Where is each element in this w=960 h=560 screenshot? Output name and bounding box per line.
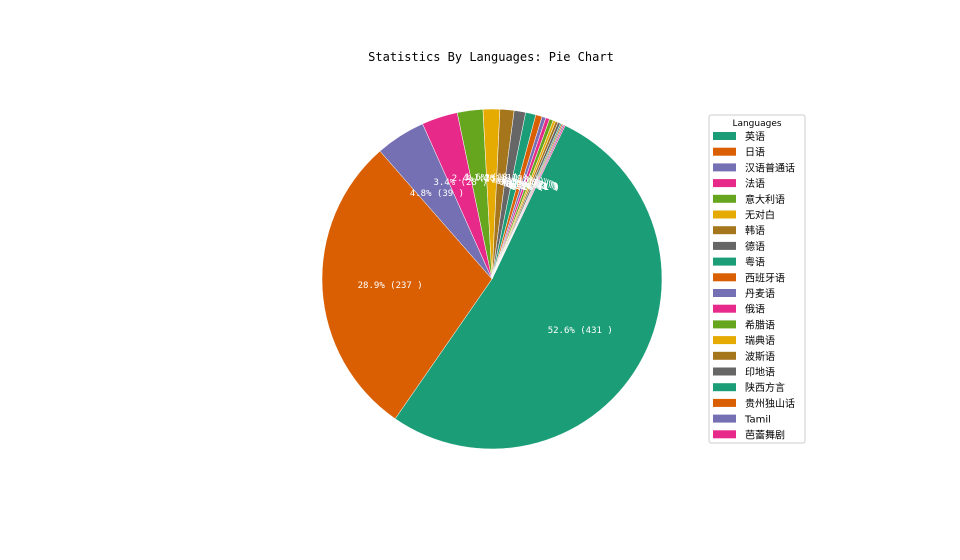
pie-slice-label-3: 3.4% (28 ) <box>433 178 487 188</box>
pie-slice-label-19: 0.1% (1 ) <box>511 183 560 193</box>
pie-slice-label-15: 0.2% (2 ) <box>508 181 557 191</box>
legend-swatch-18 <box>713 414 736 423</box>
legend-entry-19: 芭蕾舞剧 <box>745 428 785 441</box>
legend-swatch-19 <box>713 430 736 439</box>
pie-slice-label-4: 2.4% (20 ) <box>452 174 506 184</box>
legend-entry-15: 印地语 <box>745 366 775 379</box>
legend-swatch-4 <box>713 194 736 203</box>
legend-swatch-12 <box>713 320 736 329</box>
legend-entry-3: 法语 <box>745 177 765 190</box>
legend-swatch-9 <box>713 273 736 282</box>
legend-entry-1: 日语 <box>745 147 765 159</box>
legend-swatch-7 <box>713 241 736 250</box>
legend-swatch-3 <box>713 179 736 188</box>
legend-swatch-2 <box>713 163 736 172</box>
pie-slice-label-14: 0.2% (2 ) <box>507 181 556 191</box>
legend-swatch-5 <box>713 210 736 219</box>
legend-entry-11: 俄语 <box>745 304 765 316</box>
pie-slice-label-10: 0.4% (3 ) <box>499 178 548 188</box>
pie-slice-19 <box>491 124 566 280</box>
pie-slice-label-7: 1.1% (9 ) <box>484 174 533 184</box>
pie-slice-label-5: 1.6% (13 ) <box>465 173 519 183</box>
chart-title: Statistics By Languages: Pie Chart <box>368 50 614 64</box>
pie-slice-label-13: 0.2% (2 ) <box>505 180 554 190</box>
legend-swatch-1 <box>713 147 736 156</box>
legend-entry-18: Tamil <box>744 415 771 426</box>
legend-swatch-17 <box>713 398 736 407</box>
legend: Languages 英语日语汉语普通话法语意大利语无对白韩语德语粤语西班牙语丹麦… <box>708 114 806 444</box>
legend-entry-10: 丹麦语 <box>745 288 775 300</box>
pie-slice-label-2: 4.8% (39 ) <box>410 189 464 199</box>
pie-slice-label-17: 0.1% (1 ) <box>510 182 559 192</box>
legend-entry-4: 意大利语 <box>745 193 785 206</box>
legend-swatch-11 <box>713 304 736 313</box>
legend-title: Languages <box>732 119 781 129</box>
pie-slice-label-1: 28.9% (237 ) <box>358 281 423 291</box>
legend-swatch-6 <box>713 226 736 235</box>
pie-slice-label-11: 0.4% (3 ) <box>501 179 550 189</box>
legend-swatch-14 <box>713 351 736 360</box>
pie-slices <box>321 108 663 450</box>
legend-entry-6: 韩语 <box>745 224 765 237</box>
legend-entry-16: 陕西方言 <box>745 381 785 394</box>
pie-slice-label-18: 0.1% (1 ) <box>510 182 559 192</box>
legend-swatch-10 <box>713 289 736 297</box>
legend-entry-5: 无对白 <box>745 209 775 222</box>
pie-slice-0 <box>394 125 663 450</box>
legend-swatch-0 <box>713 132 736 140</box>
pie-slice-label-8: 1.0% (8 ) <box>491 176 540 186</box>
legend-entry-13: 瑞典语 <box>745 334 775 347</box>
legend-entry-17: 贵州独山话 <box>745 397 795 410</box>
legend-swatch-16 <box>713 383 736 392</box>
legend-entry-0: 英语 <box>745 130 765 143</box>
legend-entry-2: 汉语普通话 <box>745 161 795 174</box>
legend-swatch-8 <box>713 257 736 266</box>
pie-slice-label-9: 0.6% (5 ) <box>496 177 545 187</box>
pie-percent-labels: 52.6% (431 ) 28.9% (237 ) 4.8% (39 )3.4% (… <box>358 173 613 336</box>
legend-entry-9: 西班牙语 <box>745 272 785 284</box>
pie-slice-label-12: 0.4% (3 ) <box>503 179 552 189</box>
legend-swatch-13 <box>713 336 736 345</box>
pie-slice-label-0: 52.6% (431 ) <box>548 326 613 336</box>
legend-entry-14: 波斯语 <box>745 350 775 363</box>
legend-swatch-15 <box>713 367 736 376</box>
pie-slice-label-6: 1.3% (11 ) <box>474 173 528 183</box>
legend-entry-12: 希腊语 <box>745 318 775 331</box>
pie-slice-label-16: 0.1% (1 ) <box>509 182 558 192</box>
legend-entry-8: 粤语 <box>745 256 765 269</box>
legend-entry-7: 德语 <box>745 240 765 253</box>
pie-slice-1 <box>321 150 493 420</box>
